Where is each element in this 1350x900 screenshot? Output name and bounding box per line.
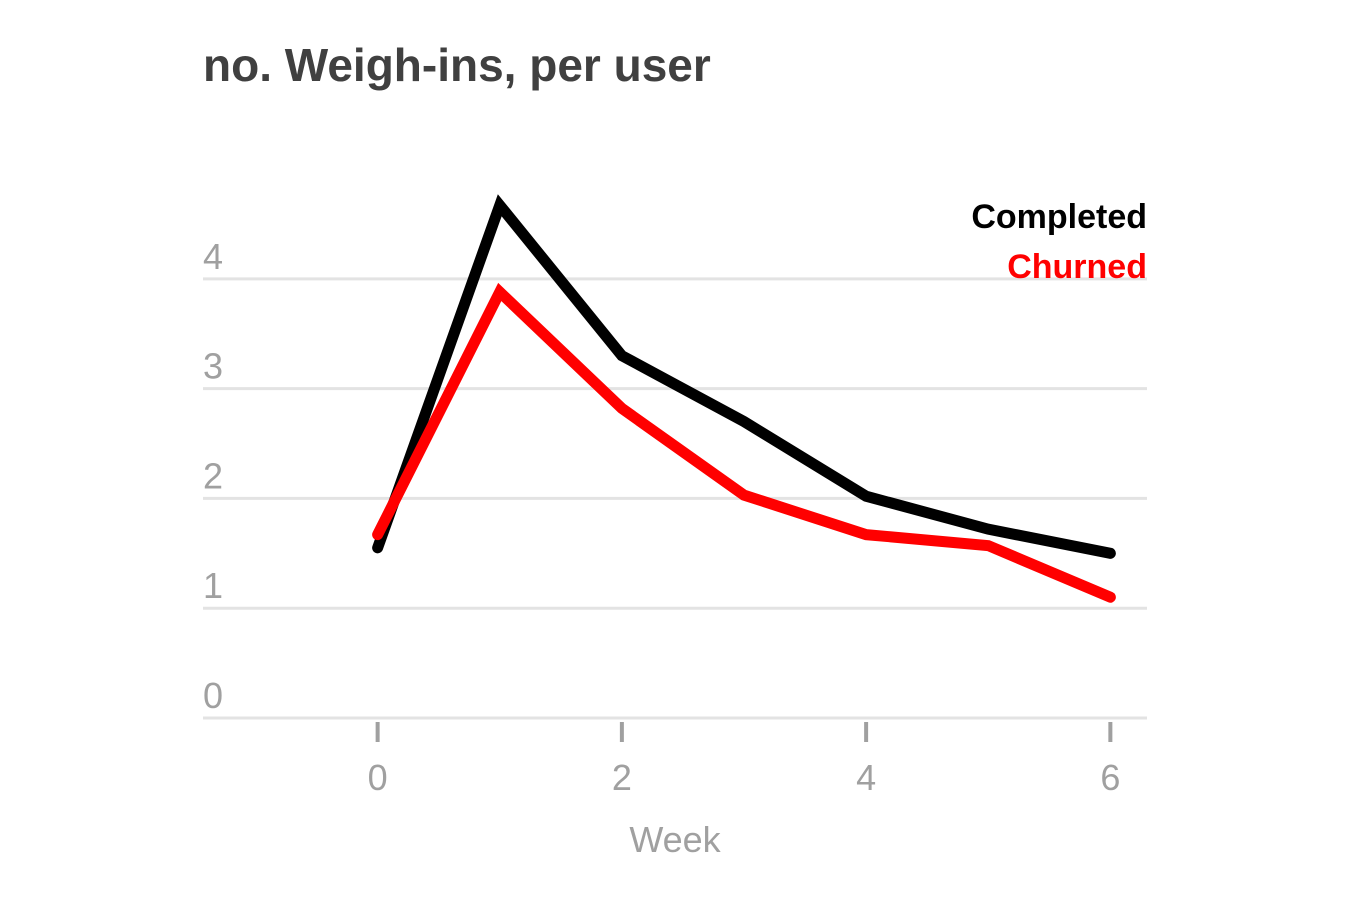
- y-axis: 0 1 2 3 4: [203, 236, 223, 716]
- x-tick-label: 2: [612, 757, 632, 798]
- gridlines: [203, 277, 1147, 720]
- y-tick-label: 2: [203, 455, 223, 496]
- legend-label-completed: Completed: [971, 198, 1147, 236]
- x-tick-label: 6: [1100, 757, 1120, 798]
- x-tick-label: 0: [368, 757, 388, 798]
- series-line-completed: [372, 194, 1116, 559]
- x-tick-label: 4: [856, 757, 876, 798]
- y-tick-label: 1: [203, 565, 223, 606]
- series-line-churned: [372, 282, 1116, 603]
- y-tick-label: 4: [203, 236, 223, 277]
- series-lines: [372, 194, 1116, 603]
- x-axis: 0 2 4 6: [368, 722, 1120, 798]
- y-tick-label: 3: [203, 346, 223, 387]
- legend: Completed Churned: [971, 198, 1147, 286]
- y-tick-label: 0: [203, 675, 223, 716]
- chart-title: no. Weigh-ins, per user: [203, 39, 711, 91]
- x-axis-title: Week: [629, 819, 721, 860]
- legend-label-churned: Churned: [1007, 248, 1147, 286]
